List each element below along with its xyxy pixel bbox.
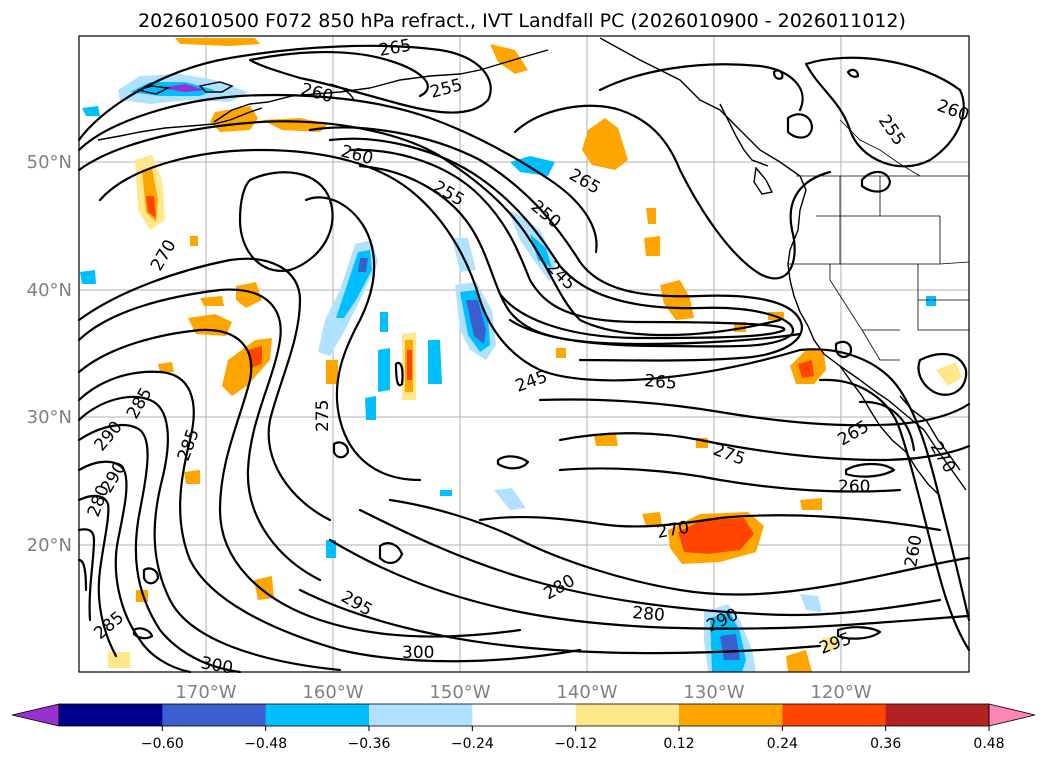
anomaly-negative [800,594,822,612]
lat-label-20n: 20°N [27,535,72,556]
anomaly-positive [175,38,260,46]
anomaly-negative [720,634,740,660]
anomaly-positive [407,350,412,380]
lat-label-50n: 50°N [27,152,72,173]
colorbar-swatch [679,704,783,726]
contour-label: 300 [199,653,234,678]
contour-label: 265 [644,371,678,394]
lon-label-160w: 160°W [302,682,363,703]
colorbar-tick-label: −0.48 [244,736,287,752]
colorbar-swatch [472,704,577,726]
lat-label-30n: 30°N [27,407,72,428]
anomaly-positive [646,208,656,224]
colorbar-extend-high [988,703,1036,727]
colorbar-tick-label: 0.12 [663,736,694,752]
anomaly-positive [798,360,814,378]
anomaly-positive [108,652,130,668]
anomaly-positive [200,296,224,306]
lat-label-40n: 40°N [27,280,72,301]
colorbar-tick-label: 0.24 [767,736,798,752]
anomaly-positive [660,280,694,320]
anomaly-negative [82,106,100,116]
anomaly-positive [582,118,628,170]
figure-title: 2026010500 F072 850 hPa refract., IVT La… [138,10,906,32]
political-borders [788,119,970,361]
anomaly-negative [358,258,368,272]
anomaly-positive [190,236,198,246]
colorbar-swatch [162,704,267,726]
colorbar-swatch [575,704,680,726]
anomaly-positive [800,498,822,510]
lon-label-120w: 120°W [810,682,871,703]
lon-label-150w: 150°W [429,682,490,703]
anomaly-positive [236,282,262,308]
colorbar-swatch [265,704,370,726]
anomaly-negative [926,296,936,306]
anomaly-positive [146,196,156,218]
map-frame [78,35,970,673]
refractivity-contours [77,44,971,674]
contour-label: 260 [838,477,870,497]
anomaly-negative [378,348,390,392]
anomaly-positive [490,44,528,74]
colorbar-outline [58,703,990,727]
map-panel [77,35,971,674]
colorbar-extend-low [11,703,60,727]
colorbar-swatch [885,704,990,726]
longitude-labels: 170°W 160°W 150°W 140°W 130°W 120°W [175,682,871,703]
anomaly-negative [326,540,336,558]
map-background [79,36,969,672]
lon-label-140w: 140°W [556,682,617,703]
colorbar-tick-label: 0.48 [973,736,1004,752]
coastlines [97,37,967,497]
colorbar: −0.60 −0.48 −0.36 −0.24 −0.12 0.12 0.24 0.36 0.4… [11,703,1036,752]
anomaly-positive [936,362,962,386]
colorbar-tick-label: −0.60 [141,736,184,752]
anomaly-positive [786,650,812,672]
anomaly-positive [678,518,754,554]
anomaly-positive [158,362,174,372]
anomaly-negative [365,396,376,420]
anomaly-negative [80,270,96,284]
lon-label-170w: 170°W [175,682,236,703]
latitude-labels: 50°N 40°N 30°N 20°N [27,152,72,556]
colorbar-tick-label: −0.24 [451,736,494,752]
anomaly-positive [594,434,618,446]
colorbar-swatch [369,704,473,726]
anomaly-negative [160,84,205,92]
lon-label-130w: 130°W [683,682,744,703]
anomaly-negative [440,490,452,496]
anomaly-negative [380,312,388,332]
contour-label: 280 [632,603,666,626]
anomaly-positive [644,236,660,256]
colorbar-swatch [782,704,887,726]
anomaly-positive [326,360,338,384]
anomaly-positive [556,348,566,358]
anomaly-negative [494,488,526,510]
colorbar-swatch [59,704,163,726]
colorbar-tick-label: 0.36 [870,736,901,752]
contour-label: 300 [402,643,434,663]
colorbar-tick-label: −0.12 [554,736,597,752]
contour-label: 275 [313,400,333,432]
anomaly-negative [466,300,486,344]
anomaly-positive [642,512,662,526]
colorbar-tick-label: −0.36 [348,736,391,752]
anomaly-negative [530,234,552,268]
anomaly-positive [822,636,836,650]
anomaly-negative [428,340,442,384]
anomaly-positive [184,470,200,484]
